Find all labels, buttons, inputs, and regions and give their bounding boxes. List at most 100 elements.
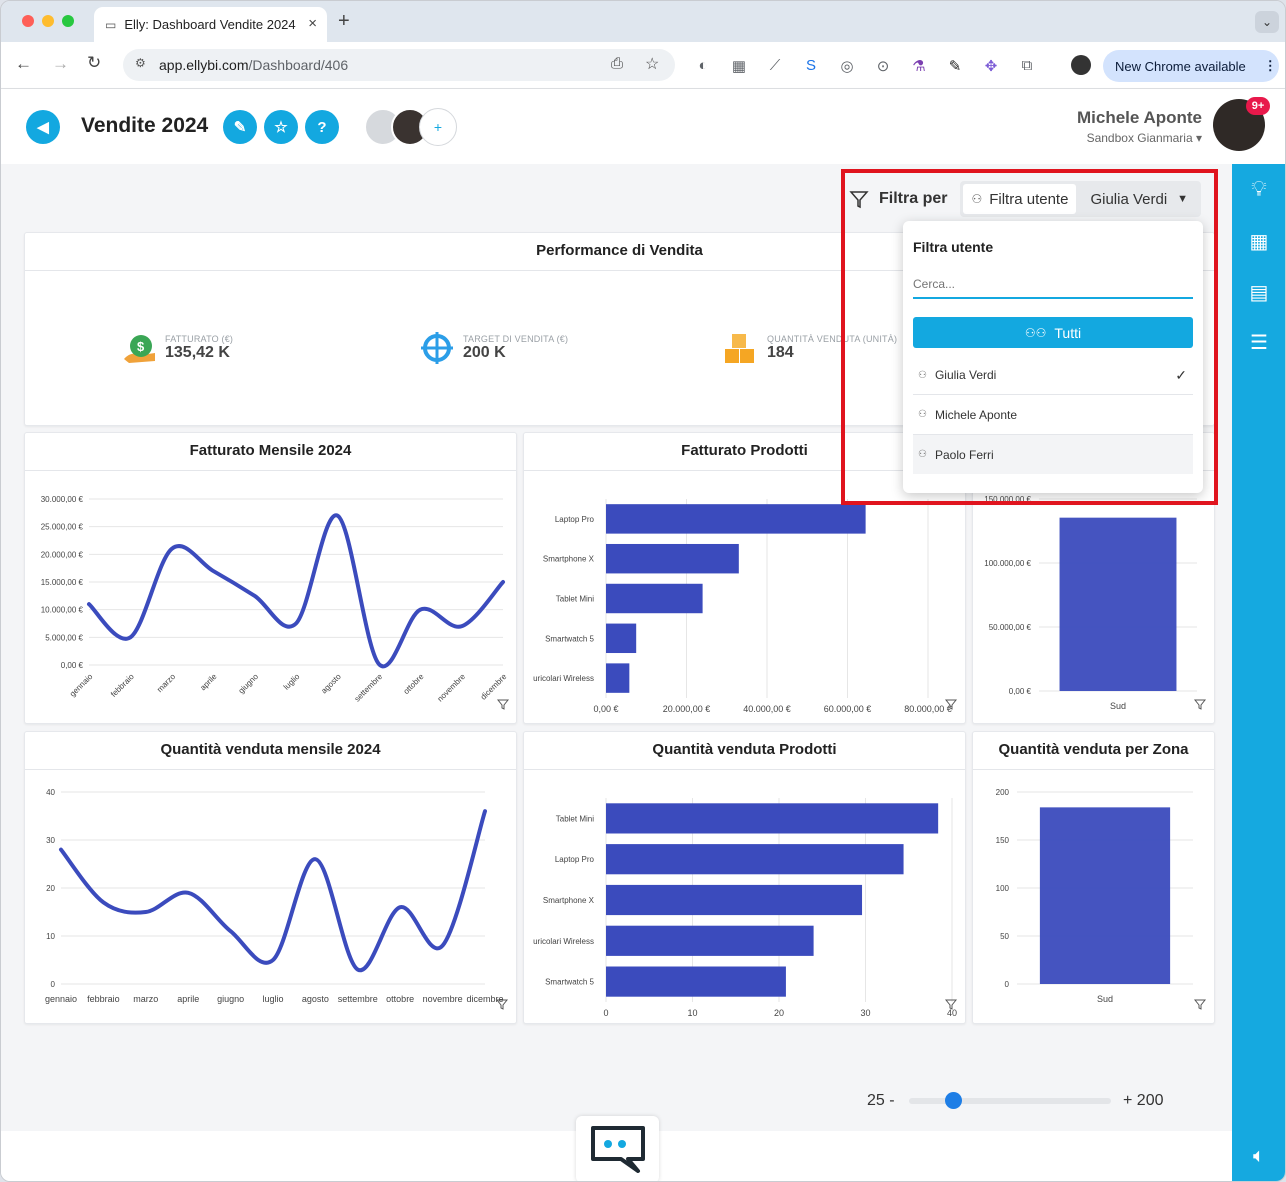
extension-5-icon[interactable]: ◎ [840,58,854,75]
help-button[interactable]: ? [305,110,339,144]
user-option[interactable]: ⚇ Paolo Ferri [913,435,1193,474]
bar [606,925,814,956]
dropdown-title: Filtra utente [913,239,994,255]
x-tick-label: marzo [155,672,177,694]
add-user-button[interactable]: + [419,108,457,146]
filter-selected-label: Giulia Verdi [1090,190,1168,208]
x-tick-label: agosto [302,994,329,1004]
y-tick-label: 50.000,00 € [989,623,1032,632]
y-tick-label: 200 [996,788,1010,797]
user-option[interactable]: ⚇ Giulia Verdi ✓ [913,356,1193,395]
y-tick-label: Laptop Pro [555,515,595,524]
filter-label: Filtra per [879,190,948,207]
app-header: ◀ Vendite 2024 ✎ ☆ ? + Michele Aponte Sa… [1,89,1285,164]
forward-icon[interactable]: → [52,54,69,73]
extensions-puzzle-icon[interactable]: ⧉ [1021,57,1033,74]
back-icon[interactable]: ← [15,54,32,73]
favorite-button[interactable]: ☆ [264,110,298,144]
extension-3-icon[interactable]: ⟋ [769,57,781,74]
x-tick-label: 20 [774,1008,784,1018]
y-tick-label: 150.000,00 € [984,495,1031,504]
select-all-button[interactable]: ⚇⚇ Tutti [913,317,1193,348]
zoom-slider-thumb[interactable] [944,1092,962,1109]
bar [606,663,630,693]
table-icon[interactable]: ▦ [1249,231,1269,253]
browser-menu-icon[interactable]: ⋮ [1263,58,1277,73]
workspace-selector[interactable]: Sandbox Gianmaria ▾ [1086,131,1202,145]
browser-toolbar: ← → ↻ ⚙ app.ellybi.com/Dashboard/406 ⎙ ☆… [1,42,1285,89]
user-option[interactable]: ⚇ Michele Aponte [913,395,1193,435]
extension-6-icon[interactable]: ⊙ [876,58,890,75]
y-tick-label: 0 [1005,980,1010,989]
chart-card-quantita-prodotti: Quantità venduta Prodotti 0 10 20 30 40 Table… [523,731,966,1024]
search-input[interactable] [913,271,1193,299]
install-app-icon[interactable]: ⎙ [611,55,624,72]
series-line [59,809,487,972]
x-tick-label: ottobre [386,994,414,1004]
filter-user-chip[interactable]: ⚇ Filtra utente [963,184,1077,214]
y-tick-label: 150 [996,836,1010,845]
assistant-button[interactable] [576,1116,659,1181]
minimize-window-button[interactable] [42,15,54,27]
chart-card-quantita-mensile: Quantità venduta mensile 2024 0 10 20 30 40 g… [24,731,517,1024]
extension-4-icon[interactable]: S [805,57,816,74]
highlight-box [841,169,1218,505]
y-tick-label: 50 [1000,932,1009,941]
chart-title: Quantità venduta Prodotti [524,732,965,770]
browser-tab[interactable]: ▭ Elly: Dashboard Vendite 2024 × [94,7,327,42]
chart-card-fatturato-prodotti: Fatturato Prodotti 0,00 € 20.000,00 € 40.0… [523,432,966,724]
back-button[interactable]: ◀ [26,110,60,144]
workspace-name: Sandbox Gianmaria [1086,131,1193,145]
x-tick-label: Sud [1110,701,1126,711]
edit-button[interactable]: ✎ [223,110,257,144]
user-icon: ⚇ [971,192,983,206]
kpi-quantita: QUANTITÀ VENDUTA (UNITÀ) 184 [723,331,897,365]
report-icon[interactable]: ▤ [1249,282,1269,304]
site-info-icon[interactable]: ⚙ [135,56,146,70]
extension-7-icon[interactable]: ⚗ [912,58,926,75]
x-tick-label: dicembre [466,994,503,1004]
extension-1-icon[interactable]: ◐ [698,57,708,74]
notification-badge[interactable]: 9+ [1246,97,1270,115]
x-tick-label: novembre [423,994,463,1004]
svg-text:$: $ [137,339,145,354]
lightbulb-icon[interactable]: 💡︎ [1251,176,1267,201]
filter-chip-label: Filtra utente [989,190,1069,208]
x-tick-label: giugno [237,672,261,696]
tab-title: Elly: Dashboard Vendite 2024 [124,17,296,32]
new-tab-button[interactable]: + [338,10,350,32]
bar-chart: 0 50 100 150 200 Sud [996,788,1207,1010]
new-chrome-button[interactable]: New Chrome available ⋮ [1103,50,1279,82]
bar-chart: 0 10 20 30 40 Tablet Mini Laptop Pro Smartphone… [533,798,958,1018]
close-tab-icon[interactable]: × [308,15,317,32]
x-tick-label: 0,00 € [593,704,618,714]
reload-icon[interactable]: ↻ [87,53,102,72]
bar [1059,517,1177,691]
extension-9-icon[interactable]: ✥ [984,58,998,75]
chart-filter-icon [1193,999,1207,1010]
chart-filter-icon [944,699,958,710]
filter-icon [849,191,869,209]
extension-2-icon[interactable]: ▦ [731,58,747,75]
x-tick-label: ottobre [402,672,426,696]
right-sidebar [1232,164,1285,1181]
y-tick-label: Smartphone X [543,555,595,564]
y-tick-label: 0 [51,980,56,989]
x-tick-label: 20.000,00 € [663,704,711,714]
bookmark-star-icon[interactable]: ☆ [645,56,660,73]
x-tick-label: febbraio [87,994,120,1004]
address-bar[interactable]: ⚙ app.ellybi.com/Dashboard/406 ⎙ ☆ [123,49,675,81]
maximize-window-button[interactable] [62,15,74,27]
y-tick-label: 0,00 € [61,661,84,670]
close-window-button[interactable] [22,15,34,27]
x-tick-label: agosto [319,672,343,696]
chat-icon[interactable]: ☰ [1250,332,1268,354]
extension-8-icon[interactable]: ✎ [948,58,962,75]
speaker-icon[interactable]: 🔈︎ [1253,1145,1265,1167]
filter-selected-value[interactable]: Giulia Verdi ▼ [1076,191,1198,208]
zoom-slider-track[interactable] [909,1098,1111,1104]
tab-search-icon[interactable]: ⌄ [1255,11,1279,33]
profile-avatar[interactable] [1071,55,1091,75]
chart-filter-icon [495,999,509,1010]
user-filter-control[interactable]: ⚇ Filtra utente Giulia Verdi ▼ [960,181,1202,217]
